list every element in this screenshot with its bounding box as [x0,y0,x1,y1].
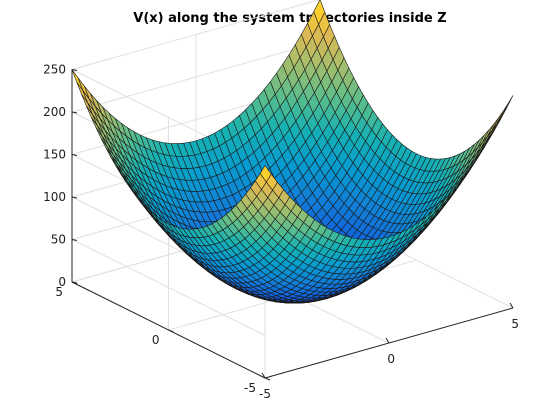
chart-title: V(x) along the system trajectories insid… [133,11,446,26]
z-tick-mark [71,111,78,114]
y-tick-mark [168,329,174,333]
x-tick-label: -5 [259,387,271,401]
y-tick-mark [71,281,78,285]
z-tick-mark [71,196,78,199]
y-tick-mark [264,377,271,381]
z-tick-mark [71,69,78,71]
y-tick-label: 5 [55,285,63,299]
y-tick-label: 0 [152,333,160,347]
z-tick-label: 100 [43,190,66,204]
y-axis-ticks: -5 0 5 [55,281,271,395]
z-tick-mark [71,154,78,156]
x-tick-mark [261,372,266,379]
z-tick-mark [71,239,78,241]
y-tick-label: -5 [244,381,256,395]
surface-face [501,95,514,116]
z-tick-label: 250 [43,63,66,77]
z-tick-label: 200 [43,105,66,119]
x-tick-label: 5 [511,317,519,331]
x-tick-label: 0 [387,352,395,366]
z-tick-label: 50 [51,233,66,247]
z-tick-label: 0 [58,275,66,289]
x-tick-mark [385,337,390,344]
z-axis-ticks: 0 50 100 150 200 250 [43,63,78,289]
z-tick-label: 150 [43,148,66,162]
surface-mesh [71,0,514,304]
x-tick-mark [509,302,514,309]
x-axis-ticks: -5 0 5 [259,302,519,401]
